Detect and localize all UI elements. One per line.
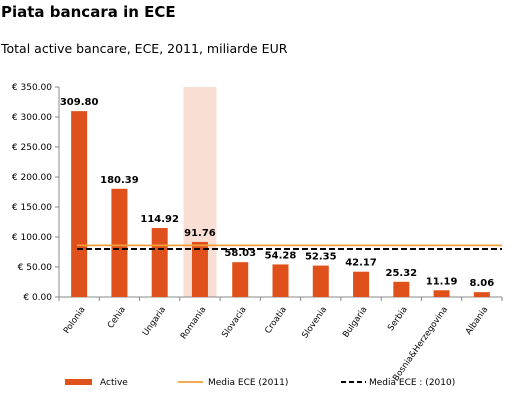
bar [71,111,88,298]
legend-label-2010: Media ECE : (2010) [369,378,455,388]
y-tick-label: € 250.00 [12,143,52,153]
data-label: 11.19 [426,276,458,287]
y-tick-label: € 50.00 [18,263,53,273]
data-label: 54.28 [265,250,297,261]
data-label: 91.76 [184,228,216,239]
bar [151,228,168,297]
legend-label-active: Active [100,378,128,388]
y-tick-label: € 150.00 [12,203,52,213]
bar [191,241,208,297]
chart-title: Piata bancara in ECE [1,3,176,21]
bar [393,281,410,297]
bar [232,262,249,297]
category-label: Bulgaria [341,305,369,340]
category-label: Romania [179,305,209,341]
category-label: Croatia [263,305,289,336]
bar [473,292,490,297]
category-label: Serbia [386,305,410,333]
category-label: Slovenia [300,305,329,340]
category-label: Slovacia [220,305,249,340]
y-tick-label: € 0.00 [23,293,52,303]
data-label: 180.39 [100,175,139,186]
y-tick-label: € 300.00 [12,113,52,123]
data-label: 309.80 [60,97,99,108]
y-tick-label: € 200.00 [12,173,52,183]
data-label: 25.32 [385,268,417,279]
category-label: Cehia [106,305,128,330]
data-label: 58.03 [224,248,256,259]
data-label: 42.17 [345,258,377,269]
y-tick-label: € 100.00 [12,233,52,243]
data-label: 8.06 [470,278,495,289]
category-label: Ungaria [141,305,168,338]
legend-swatch-active [65,379,92,385]
category-label: Albania [464,305,490,337]
bar [353,271,370,297]
legend-label-2011: Media ECE (2011) [208,378,288,388]
bar [312,265,329,297]
bar [111,188,128,297]
y-tick-label: € 350.00 [12,83,52,93]
data-label: 114.92 [140,214,179,225]
category-label: Polonia [62,305,88,336]
bar [433,290,450,297]
data-label: 52.35 [305,252,337,263]
chart-subtitle: Total active bancare, ECE, 2011, miliard… [1,41,288,56]
bar [272,264,289,297]
